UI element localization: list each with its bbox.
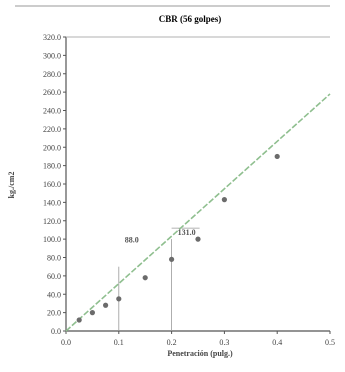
annotation-label: 88.0 bbox=[125, 236, 139, 245]
y-tick-label: 280.0 bbox=[43, 70, 61, 79]
y-tick-label: 240.0 bbox=[43, 107, 61, 116]
chart-title: CBR (56 golpes) bbox=[159, 14, 222, 24]
trend-line bbox=[65, 93, 331, 332]
y-tick-label: 40.0 bbox=[47, 290, 61, 299]
y-tick-label: 20.0 bbox=[47, 309, 61, 318]
annotation-label: 131.0 bbox=[178, 228, 196, 237]
x-tick-label: 0.2 bbox=[167, 338, 177, 347]
x-axis-title: Penetración (pulg.) bbox=[167, 349, 233, 358]
y-tick-label: 100.0 bbox=[43, 235, 61, 244]
y-tick-label: 260.0 bbox=[43, 88, 61, 97]
data-point bbox=[169, 256, 175, 262]
y-tick-label: 200.0 bbox=[43, 143, 61, 152]
plot-layer: 0.0 20.0 40.0 60.0 80.0 100.0 120.0 140.0 160.0 1… bbox=[43, 33, 335, 347]
y-tick-label: 0.0 bbox=[51, 327, 61, 336]
data-point bbox=[76, 317, 82, 323]
data-point bbox=[195, 236, 201, 242]
x-tick-label: 0.0 bbox=[61, 338, 71, 347]
x-tick-label: 0.4 bbox=[272, 338, 282, 347]
y-tick-label: 120.0 bbox=[43, 217, 61, 226]
y-tick-label: 160.0 bbox=[43, 180, 61, 189]
y-tick-label: 180.0 bbox=[43, 162, 61, 171]
y-tick-label: 300.0 bbox=[43, 51, 61, 60]
data-point bbox=[142, 275, 148, 281]
y-tick-label: 140.0 bbox=[43, 198, 61, 207]
x-tick-label: 0.3 bbox=[219, 338, 229, 347]
data-point bbox=[116, 296, 122, 302]
data-point bbox=[89, 310, 95, 316]
data-point bbox=[103, 302, 109, 308]
data-point bbox=[221, 197, 227, 203]
x-tick-label: 0.5 bbox=[325, 338, 335, 347]
data-point bbox=[274, 153, 280, 160]
y-tick-label: 220.0 bbox=[43, 125, 61, 134]
y-tick-label: 320.0 bbox=[43, 33, 61, 42]
x-tick-label: 0.1 bbox=[114, 338, 124, 347]
y-tick-label: 80.0 bbox=[47, 254, 61, 263]
y-axis-title: kg./cm2 bbox=[7, 172, 16, 199]
y-tick-label: 60.0 bbox=[47, 272, 61, 281]
